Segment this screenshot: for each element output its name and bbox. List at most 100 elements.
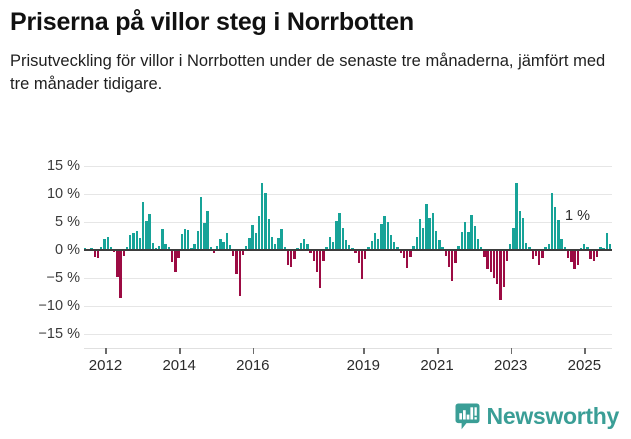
bar (405, 250, 409, 268)
bar (270, 236, 274, 250)
x-axis-tick-label: 2025 (567, 357, 602, 374)
bar (132, 233, 135, 250)
bar (428, 217, 431, 250)
bar (264, 192, 267, 250)
bar (106, 236, 109, 250)
bar (151, 243, 154, 250)
bar (480, 246, 483, 250)
bar (203, 222, 206, 250)
bar (145, 220, 148, 250)
bar (499, 250, 502, 301)
bar (196, 230, 200, 250)
bar (161, 228, 164, 250)
bar (241, 250, 245, 256)
bar (283, 246, 286, 250)
bar (277, 237, 280, 250)
bar (380, 224, 383, 250)
bar (451, 250, 454, 282)
bar (228, 244, 232, 250)
bar (563, 246, 567, 250)
last-value-annotation: 1 % (565, 208, 590, 225)
bar (599, 246, 602, 250)
bar (576, 250, 579, 265)
bar (244, 245, 248, 250)
bar (470, 215, 473, 250)
bar (164, 244, 167, 250)
bar (302, 238, 306, 250)
x-axis-tick-label: 2014 (162, 357, 196, 374)
y-axis-tick-label: −15 % (38, 326, 80, 342)
bar (122, 250, 126, 256)
bar (335, 220, 338, 250)
newsworthy-logo[interactable]: Newsworthy (455, 403, 619, 430)
bar (560, 238, 563, 250)
bar (158, 245, 161, 250)
bar (312, 250, 315, 262)
bar (412, 245, 415, 250)
chart-header: Priserna på villor steg i Norrbotten Pri… (0, 0, 631, 96)
bar (483, 250, 486, 257)
bar (476, 238, 480, 250)
bar (534, 250, 538, 256)
x-axis-tick (510, 348, 513, 354)
bar (370, 241, 373, 250)
bar (190, 247, 193, 250)
bar (566, 250, 570, 258)
bar (338, 213, 341, 250)
gridline (84, 334, 612, 335)
bar (508, 244, 512, 250)
bar (248, 237, 251, 250)
x-axis-tick (363, 348, 365, 354)
bar (235, 250, 238, 274)
bar (109, 246, 113, 250)
bar (187, 229, 190, 250)
y-axis-tick-label: −10 % (38, 298, 80, 314)
bar (515, 182, 518, 250)
bar (447, 250, 451, 267)
bar (547, 244, 550, 250)
x-axis-tick (179, 348, 181, 354)
bar (376, 238, 380, 250)
bar (608, 244, 612, 250)
x-axis-tick-label: 2012 (88, 357, 123, 374)
bar (251, 224, 254, 250)
bar (135, 230, 138, 250)
x-axis-line (84, 348, 612, 349)
bar (457, 245, 460, 250)
bar (438, 239, 441, 250)
bar (360, 250, 364, 280)
bar (129, 235, 132, 250)
bar-chart-speech-bubble-icon (455, 403, 480, 430)
bar (328, 236, 332, 250)
bar (100, 247, 103, 250)
bar (232, 250, 235, 256)
bar (351, 247, 354, 250)
bar (209, 246, 212, 250)
bar (425, 204, 428, 250)
bar (505, 250, 509, 262)
bar (589, 250, 592, 259)
bar (299, 243, 303, 250)
bar (322, 250, 325, 262)
bar (296, 247, 299, 250)
bar (486, 250, 489, 270)
bar (96, 250, 100, 259)
bar (193, 244, 196, 250)
bar (415, 236, 418, 250)
bar (518, 210, 522, 250)
bar (180, 234, 183, 250)
bar (167, 246, 171, 250)
bar (602, 247, 605, 250)
bar (393, 242, 396, 250)
y-axis-ticks: 15 % 10 % 5 % 0 % −5 % −10 % −15 % (0, 152, 80, 392)
y-axis-tick-label: 10 % (46, 186, 80, 202)
y-axis-tick-label: 0 % (55, 242, 80, 258)
bar (367, 246, 370, 250)
bar (396, 246, 399, 250)
bar (386, 222, 390, 250)
bar (116, 250, 119, 277)
bar (103, 238, 106, 250)
bar (434, 230, 438, 250)
bar (492, 250, 496, 278)
